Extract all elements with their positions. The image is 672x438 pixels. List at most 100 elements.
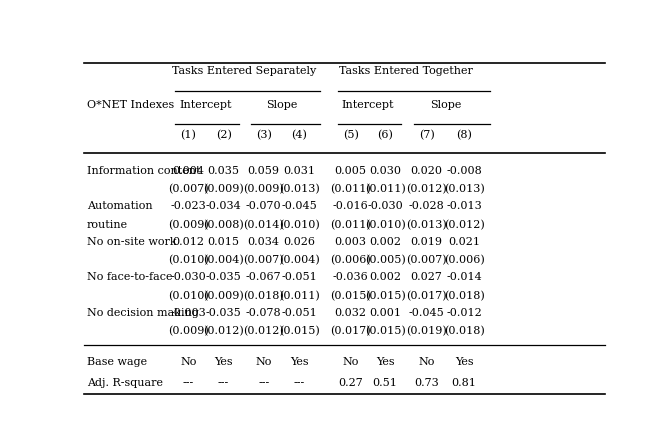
Text: -0.030: -0.030	[170, 272, 206, 282]
Text: -0.030: -0.030	[367, 201, 403, 211]
Text: 0.015: 0.015	[208, 237, 240, 247]
Text: (0.006): (0.006)	[330, 255, 371, 265]
Text: 0.059: 0.059	[248, 166, 280, 176]
Text: (0.012): (0.012)	[203, 326, 244, 336]
Text: (0.011): (0.011)	[330, 184, 371, 195]
Text: -0.070: -0.070	[246, 201, 282, 211]
Text: Slope: Slope	[265, 100, 297, 110]
Text: -0.036: -0.036	[333, 272, 368, 282]
Text: 0.005: 0.005	[335, 166, 367, 176]
Text: (0.015): (0.015)	[279, 326, 319, 336]
Text: Yes: Yes	[290, 357, 308, 367]
Text: (0.007): (0.007)	[407, 255, 447, 265]
Text: (0.006): (0.006)	[444, 255, 485, 265]
Text: -0.035: -0.035	[206, 307, 241, 318]
Text: Adj. R-square: Adj. R-square	[87, 378, 163, 388]
Text: (0.019): (0.019)	[407, 326, 447, 336]
Text: -0.008: -0.008	[446, 166, 482, 176]
Text: (0.009): (0.009)	[168, 220, 208, 230]
Text: No decision making: No decision making	[87, 307, 198, 318]
Text: ---: ---	[294, 378, 304, 388]
Text: 0.020: 0.020	[411, 166, 443, 176]
Text: Slope: Slope	[430, 100, 461, 110]
Text: 0.27: 0.27	[338, 378, 363, 388]
Text: -0.016: -0.016	[333, 201, 368, 211]
Text: -0.028: -0.028	[409, 201, 445, 211]
Text: (5): (5)	[343, 130, 359, 141]
Text: 0.027: 0.027	[411, 272, 443, 282]
Text: 0.032: 0.032	[335, 307, 367, 318]
Text: ---: ---	[258, 378, 269, 388]
Text: -0.012: -0.012	[446, 307, 482, 318]
Text: (3): (3)	[256, 130, 271, 141]
Text: (0.004): (0.004)	[279, 255, 319, 265]
Text: (7): (7)	[419, 130, 435, 141]
Text: Base wage: Base wage	[87, 357, 146, 367]
Text: (0.009): (0.009)	[203, 184, 244, 195]
Text: 0.021: 0.021	[448, 237, 480, 247]
Text: 0.031: 0.031	[283, 166, 315, 176]
Text: -0.013: -0.013	[446, 201, 482, 211]
Text: (0.012): (0.012)	[407, 184, 447, 195]
Text: -0.035: -0.035	[206, 272, 241, 282]
Text: (0.009): (0.009)	[168, 326, 208, 336]
Text: ---: ---	[183, 378, 194, 388]
Text: Tasks Entered Separately: Tasks Entered Separately	[172, 66, 316, 76]
Text: (0.010): (0.010)	[168, 255, 208, 265]
Text: 0.002: 0.002	[369, 272, 401, 282]
Text: routine: routine	[87, 220, 128, 230]
Text: 0.019: 0.019	[411, 237, 443, 247]
Text: -0.023: -0.023	[170, 201, 206, 211]
Text: 0.003: 0.003	[335, 237, 367, 247]
Text: -0.034: -0.034	[206, 201, 241, 211]
Text: -0.051: -0.051	[281, 307, 317, 318]
Text: No on-site work: No on-site work	[87, 237, 176, 247]
Text: (0.010): (0.010)	[279, 220, 319, 230]
Text: (8): (8)	[456, 130, 472, 141]
Text: No face-to-face: No face-to-face	[87, 272, 172, 282]
Text: (0.015): (0.015)	[365, 326, 405, 336]
Text: -0.003: -0.003	[170, 307, 206, 318]
Text: (4): (4)	[291, 130, 307, 141]
Text: O*NET Indexes: O*NET Indexes	[87, 100, 174, 110]
Text: 0.002: 0.002	[369, 237, 401, 247]
Text: (0.013): (0.013)	[279, 184, 319, 195]
Text: 0.035: 0.035	[208, 166, 240, 176]
Text: -0.014: -0.014	[446, 272, 482, 282]
Text: ---: ---	[218, 378, 229, 388]
Text: Intercept: Intercept	[179, 100, 232, 110]
Text: 0.026: 0.026	[283, 237, 315, 247]
Text: (0.018): (0.018)	[243, 291, 284, 301]
Text: (0.017): (0.017)	[331, 326, 371, 336]
Text: (0.011): (0.011)	[330, 220, 371, 230]
Text: Information content: Information content	[87, 166, 200, 176]
Text: (0.013): (0.013)	[444, 184, 485, 195]
Text: (0.015): (0.015)	[365, 291, 405, 301]
Text: No: No	[343, 357, 359, 367]
Text: No: No	[419, 357, 435, 367]
Text: (0.011): (0.011)	[279, 291, 319, 301]
Text: 0.030: 0.030	[369, 166, 401, 176]
Text: -0.078: -0.078	[246, 307, 282, 318]
Text: (6): (6)	[377, 130, 393, 141]
Text: (0.015): (0.015)	[330, 291, 371, 301]
Text: 0.81: 0.81	[452, 378, 476, 388]
Text: 0.001: 0.001	[369, 307, 401, 318]
Text: (0.011): (0.011)	[365, 184, 405, 195]
Text: (0.004): (0.004)	[203, 255, 244, 265]
Text: (0.010): (0.010)	[365, 220, 405, 230]
Text: No: No	[255, 357, 272, 367]
Text: 0.012: 0.012	[172, 237, 204, 247]
Text: (0.009): (0.009)	[203, 291, 244, 301]
Text: (0.017): (0.017)	[407, 291, 447, 301]
Text: (0.009): (0.009)	[243, 184, 284, 195]
Text: (0.008): (0.008)	[203, 220, 244, 230]
Text: 0.034: 0.034	[248, 237, 280, 247]
Text: No: No	[180, 357, 196, 367]
Text: (0.007): (0.007)	[168, 184, 208, 195]
Text: Tasks Entered Together: Tasks Entered Together	[339, 66, 473, 76]
Text: Yes: Yes	[376, 357, 394, 367]
Text: (1): (1)	[180, 130, 196, 141]
Text: (0.013): (0.013)	[407, 220, 447, 230]
Text: (0.014): (0.014)	[243, 220, 284, 230]
